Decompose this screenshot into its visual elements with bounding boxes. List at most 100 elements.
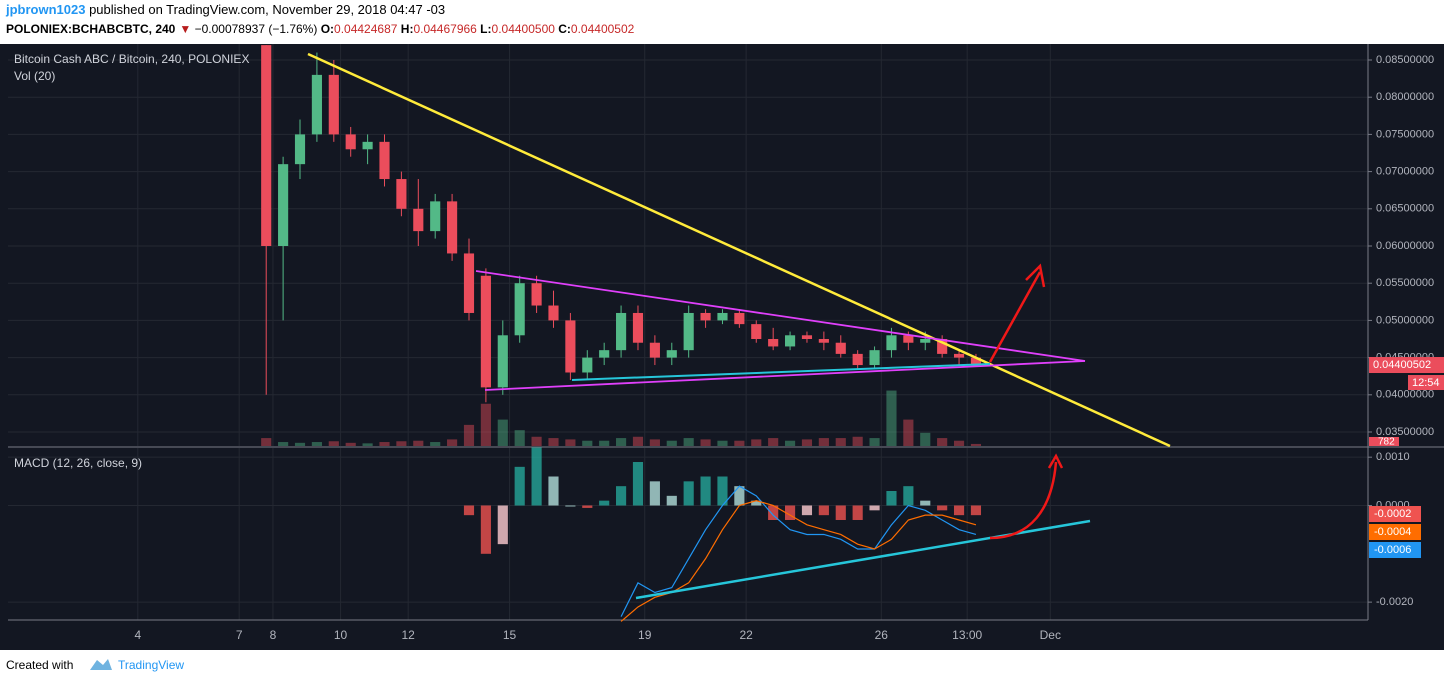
y-tick-label: 0.0010 (1376, 451, 1410, 463)
x-tick-label: 19 (638, 628, 652, 642)
volume-bar (970, 443, 982, 446)
macd-histogram-bar (582, 505, 593, 508)
x-tick-label: 7 (236, 628, 243, 642)
macd-histogram-bar (666, 495, 677, 506)
published: published on TradingView.com, November 2… (85, 2, 445, 17)
volume-bar (413, 440, 424, 446)
y-tick-label: 0.06000000 (1376, 240, 1434, 252)
change-arrow: ▼ (179, 22, 191, 36)
candle-body (666, 350, 677, 358)
macd-histogram-bar (548, 476, 559, 506)
histogram-tag (1369, 506, 1421, 522)
l-value: 0.04400500 (492, 22, 556, 36)
y-tick-label: 0.08000000 (1376, 91, 1434, 103)
macd-histogram-bar (480, 505, 491, 554)
footer-brand[interactable]: TradingView (118, 658, 184, 672)
volume-bar (835, 438, 846, 446)
macd-histogram-bar (970, 505, 982, 516)
macd-histogram-bar (784, 505, 796, 520)
change: −0.00078937 (−1.76%) (191, 22, 317, 36)
countdown-tag (1408, 375, 1444, 391)
tradingview-logo[interactable] (90, 659, 112, 670)
volume-tag (1369, 437, 1399, 446)
candle-body (717, 312, 728, 321)
volume-bar (649, 439, 660, 446)
volume-bar (869, 438, 880, 446)
volume-bar (261, 438, 272, 446)
volume-bar (278, 442, 289, 446)
volume-bar (447, 439, 458, 446)
x-tick-label: Dec (1040, 628, 1061, 642)
volume-bar (311, 442, 322, 446)
macd-histogram-bar (497, 505, 508, 545)
candle-body (683, 312, 694, 351)
macd-histogram-bar (700, 476, 711, 506)
macd-histogram-bar (852, 505, 863, 520)
candle-body (413, 208, 424, 232)
candle-body (447, 201, 458, 254)
macd-tag (1369, 542, 1421, 558)
x-tick-label: 12 (401, 628, 415, 642)
macd-line (620, 485, 977, 617)
plot: 8 12 15 19 22 26 13:00 Dec 4 7 10 0.08500000 0.08000… (8, 44, 1444, 642)
x-tick-label: 15 (503, 628, 517, 642)
candle-body (937, 339, 948, 354)
price-tag-label: 0.04400502 (1373, 359, 1431, 371)
macd-histogram-bar (920, 500, 931, 506)
candle-body (582, 357, 593, 373)
volume-bar (480, 403, 491, 446)
y-tick-label: 0.05500000 (1376, 277, 1434, 289)
candle-body (362, 141, 373, 150)
x-tick-label: 13:00 (952, 628, 982, 642)
volume-bar (379, 442, 390, 446)
candle-body (632, 312, 644, 343)
footer-created: Created with (6, 658, 73, 672)
candle-body (480, 275, 491, 388)
x-tick-label: 22 (739, 628, 753, 642)
chart-background (0, 44, 1444, 650)
volume-bar (734, 440, 745, 446)
volume-bar (818, 438, 829, 446)
y-tick-label: 0.06500000 (1376, 203, 1434, 215)
candle-body (548, 305, 559, 321)
volume-bar (937, 438, 948, 446)
volume-bar (886, 390, 897, 446)
c-label: C: (555, 22, 571, 36)
y-tick-label: 0.07500000 (1376, 128, 1434, 140)
candle-body (903, 335, 914, 343)
candle-body (700, 312, 711, 321)
y-tick-label: 0.07000000 (1376, 166, 1434, 178)
symbol: POLONIEX:BCHABCBTC, 240 (6, 22, 176, 36)
y-tick-label: 0.03500000 (1376, 426, 1434, 438)
x-tick-label: 8 (270, 628, 277, 642)
header-line-1: jpbrown1023 published on TradingView.com… (5, 2, 445, 17)
macd-histogram-bar (937, 505, 948, 511)
h-label: H: (397, 22, 413, 36)
volume-bar (565, 439, 576, 446)
macd-histogram-bar (514, 466, 525, 506)
signal-tag (1369, 524, 1421, 540)
volume-bar (751, 439, 762, 446)
candle-body (497, 335, 508, 388)
volume-bar (953, 440, 965, 446)
l-label: L: (477, 22, 492, 36)
volume-bar (717, 440, 728, 446)
volume-bar (852, 436, 863, 446)
volume-bar (463, 424, 475, 446)
candle-body (379, 141, 390, 180)
candle-body (920, 339, 931, 343)
volume-bar (700, 439, 711, 446)
volume-bar (548, 438, 559, 446)
macd-histogram-bar (953, 505, 965, 516)
macd-histogram-bar (903, 486, 914, 506)
candle-body (818, 339, 829, 343)
volume-bar (599, 440, 610, 446)
volume-bar (632, 436, 644, 446)
volume-bar (920, 432, 931, 446)
macd-histogram-bar (531, 447, 542, 506)
author[interactable]: jpbrown1023 (5, 2, 85, 17)
candle-body (734, 312, 745, 325)
drawings (307, 52, 1171, 600)
trend-line (307, 52, 1171, 448)
